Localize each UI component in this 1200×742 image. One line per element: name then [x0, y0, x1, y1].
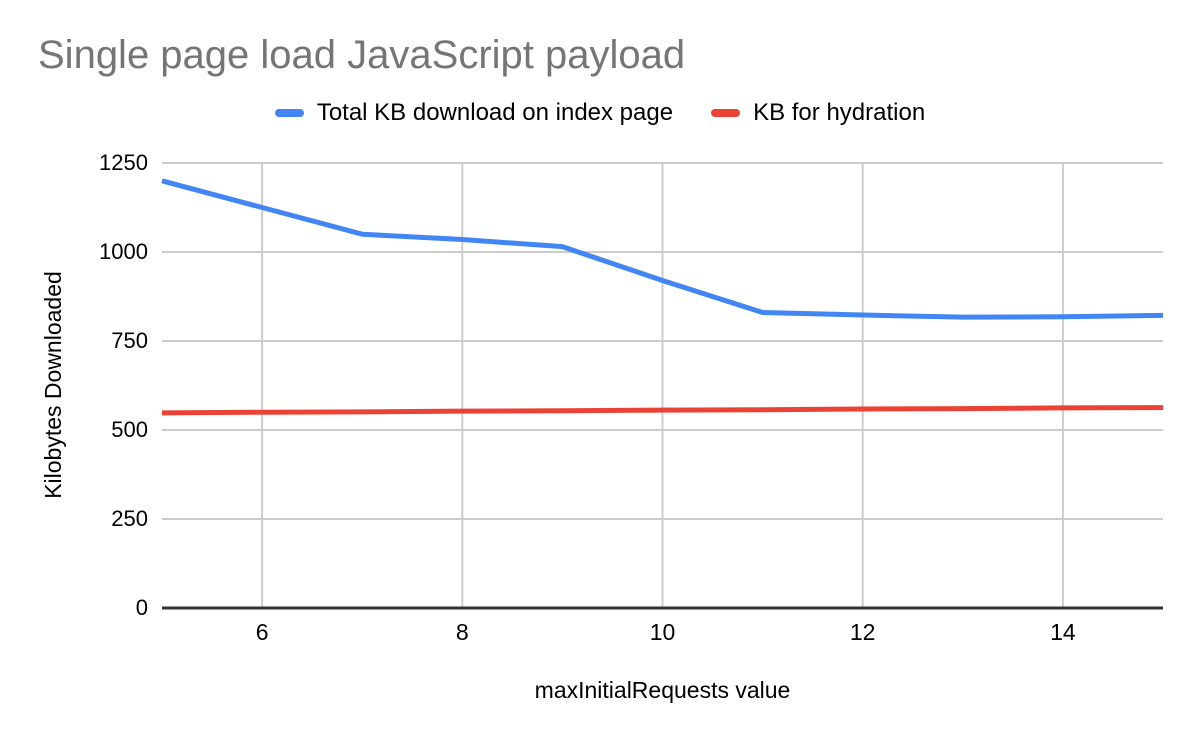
legend: Total KB download on index page KB for hy… — [0, 99, 1200, 127]
y-tick-label: 1000 — [99, 239, 148, 264]
x-tick-label: 12 — [849, 619, 876, 645]
legend-swatch — [274, 109, 304, 117]
legend-swatch — [711, 109, 741, 117]
series-line — [161, 405, 1164, 416]
x-tick-label: 14 — [1050, 619, 1076, 645]
legend-item: Total KB download on index page — [274, 99, 674, 127]
y-axis-title: Kilobytes Downloaded — [40, 271, 66, 499]
legend-label: KB for hydration — [753, 99, 926, 126]
y-tick-label: 750 — [111, 328, 148, 353]
series-line — [161, 178, 1164, 320]
legend-item: KB for hydration — [711, 99, 925, 127]
x-axis-title: maxInitialRequests value — [534, 677, 791, 703]
chart-title: Single page load JavaScript payload — [38, 33, 686, 77]
x-tick-label: 10 — [649, 619, 676, 645]
y-tick-label: 0 — [135, 595, 148, 620]
y-tick-label: 500 — [111, 417, 148, 442]
y-tick-label: 1250 — [99, 150, 148, 175]
legend-label: Total KB download on index page — [316, 99, 674, 126]
x-tick-label: 6 — [255, 619, 269, 645]
y-tick-label: 250 — [111, 506, 148, 531]
x-tick-label: 8 — [455, 619, 469, 645]
